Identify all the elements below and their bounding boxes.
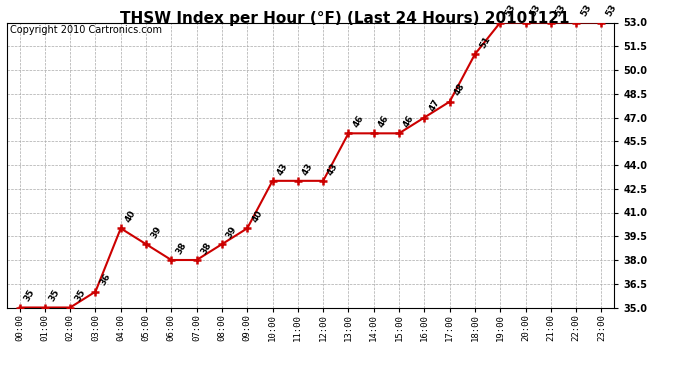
- Text: 51: 51: [477, 34, 492, 50]
- Text: 53: 53: [529, 3, 542, 18]
- Text: 35: 35: [22, 288, 37, 303]
- Text: 38: 38: [174, 240, 188, 256]
- Text: 53: 53: [553, 3, 568, 18]
- Text: 43: 43: [326, 161, 340, 177]
- Text: 53: 53: [604, 3, 618, 18]
- Text: 40: 40: [124, 209, 137, 224]
- Text: 36: 36: [98, 272, 112, 288]
- Text: 38: 38: [199, 240, 213, 256]
- Text: 53: 53: [579, 3, 593, 18]
- Text: 46: 46: [377, 114, 391, 129]
- Text: 35: 35: [73, 288, 87, 303]
- Text: THSW Index per Hour (°F) (Last 24 Hours) 20101121: THSW Index per Hour (°F) (Last 24 Hours)…: [120, 11, 570, 26]
- Text: 43: 43: [301, 161, 315, 177]
- Text: 46: 46: [351, 114, 365, 129]
- Text: 43: 43: [275, 161, 289, 177]
- Text: 39: 39: [225, 225, 239, 240]
- Text: 46: 46: [402, 114, 416, 129]
- Text: 35: 35: [48, 288, 61, 303]
- Text: 47: 47: [427, 98, 442, 113]
- Text: 39: 39: [149, 225, 163, 240]
- Text: 40: 40: [250, 209, 264, 224]
- Text: 48: 48: [453, 82, 466, 98]
- Text: Copyright 2010 Cartronics.com: Copyright 2010 Cartronics.com: [10, 26, 162, 35]
- Text: 53: 53: [503, 3, 517, 18]
